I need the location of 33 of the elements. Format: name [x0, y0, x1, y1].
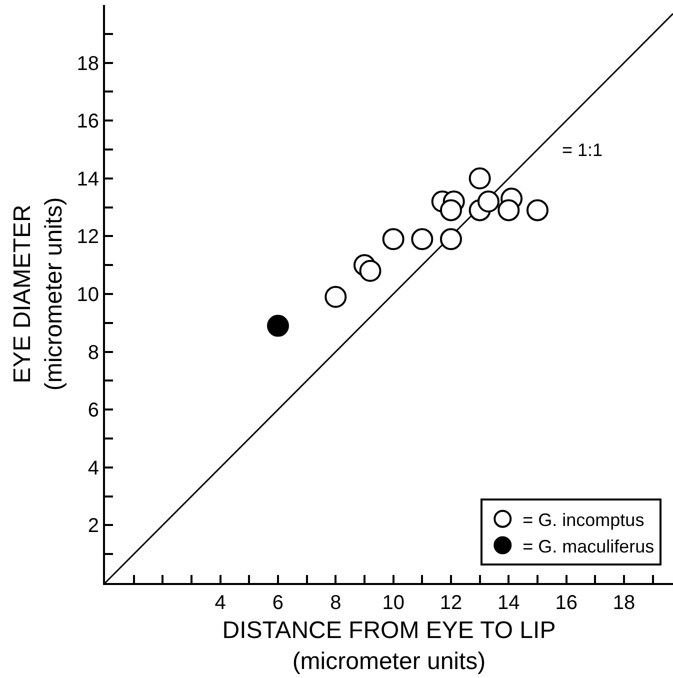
y-tick-label: 14: [76, 168, 99, 190]
y-tick-label: 12: [76, 226, 99, 248]
y-tick-label: 10: [76, 284, 99, 306]
x-tick-label: 14: [498, 592, 520, 614]
point: [359, 260, 382, 282]
point: [477, 190, 500, 213]
point: [526, 199, 548, 222]
y-tick-label: 6: [88, 400, 99, 422]
x-axis-title: DISTANCE FROM EYE TO LIP (micrometer units): [222, 616, 556, 675]
point: [468, 167, 491, 190]
x-tick-label: 16: [555, 592, 578, 614]
y-axis-title: EYE DIAMETER (micrometer units): [9, 197, 68, 391]
point: [440, 199, 462, 222]
point: [498, 199, 520, 222]
annotation: = 1:1: [562, 140, 603, 160]
y-tick-label: 4: [88, 457, 99, 480]
x-tick-label: 8: [330, 592, 342, 614]
x-tick-label: 18: [612, 592, 636, 614]
x-tick-label: 12: [440, 592, 462, 614]
point: [382, 228, 404, 250]
y-tick-label: 2: [88, 515, 99, 538]
point: [324, 286, 347, 308]
point: [267, 314, 289, 337]
legend-label: = G. incomptus: [522, 510, 644, 530]
x-tick-label: 6: [272, 592, 284, 614]
point: [440, 228, 462, 250]
x-tick-label: 4: [214, 592, 226, 614]
legend-label: = G. maculiferus: [522, 536, 654, 556]
y-tick-label: 16: [76, 110, 99, 133]
point: [411, 228, 434, 250]
y-tick-label: 18: [76, 52, 99, 75]
x-tick-label: 10: [382, 592, 404, 614]
y-tick-label: 8: [88, 342, 99, 364]
